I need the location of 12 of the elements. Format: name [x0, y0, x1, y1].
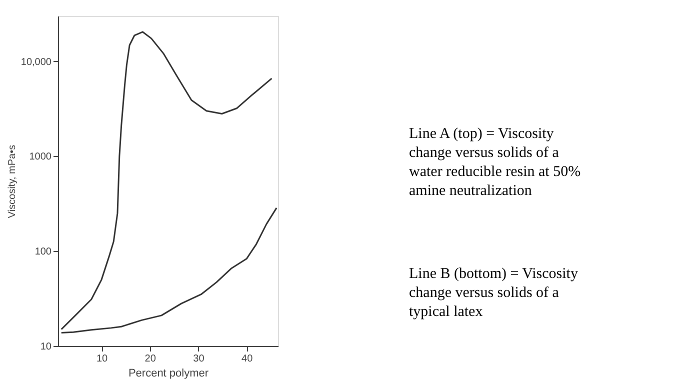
y-tick-label: 10,000 [20, 56, 52, 68]
text: Line B (bottom) = Viscosity change versus solids of a typical latex [409, 266, 578, 320]
x-tick-label: 40 [242, 354, 254, 364]
x-tick-label: 30 [193, 354, 205, 364]
text: Line A (top) = Viscosity change versus solids of a water reducible resin at 50% amine neutralization [409, 126, 581, 199]
y-tick-label: 1000 [29, 152, 52, 163]
y-tick-label: 10 [40, 342, 52, 352]
y-tick-label: 100 [34, 246, 52, 258]
x-tick-label: 20 [144, 354, 156, 364]
x-tick-label: 10 [96, 354, 108, 364]
x-axis-title: Percent polymer [128, 368, 209, 380]
y-axis-title: Viscosity, mPa•s [6, 144, 18, 218]
